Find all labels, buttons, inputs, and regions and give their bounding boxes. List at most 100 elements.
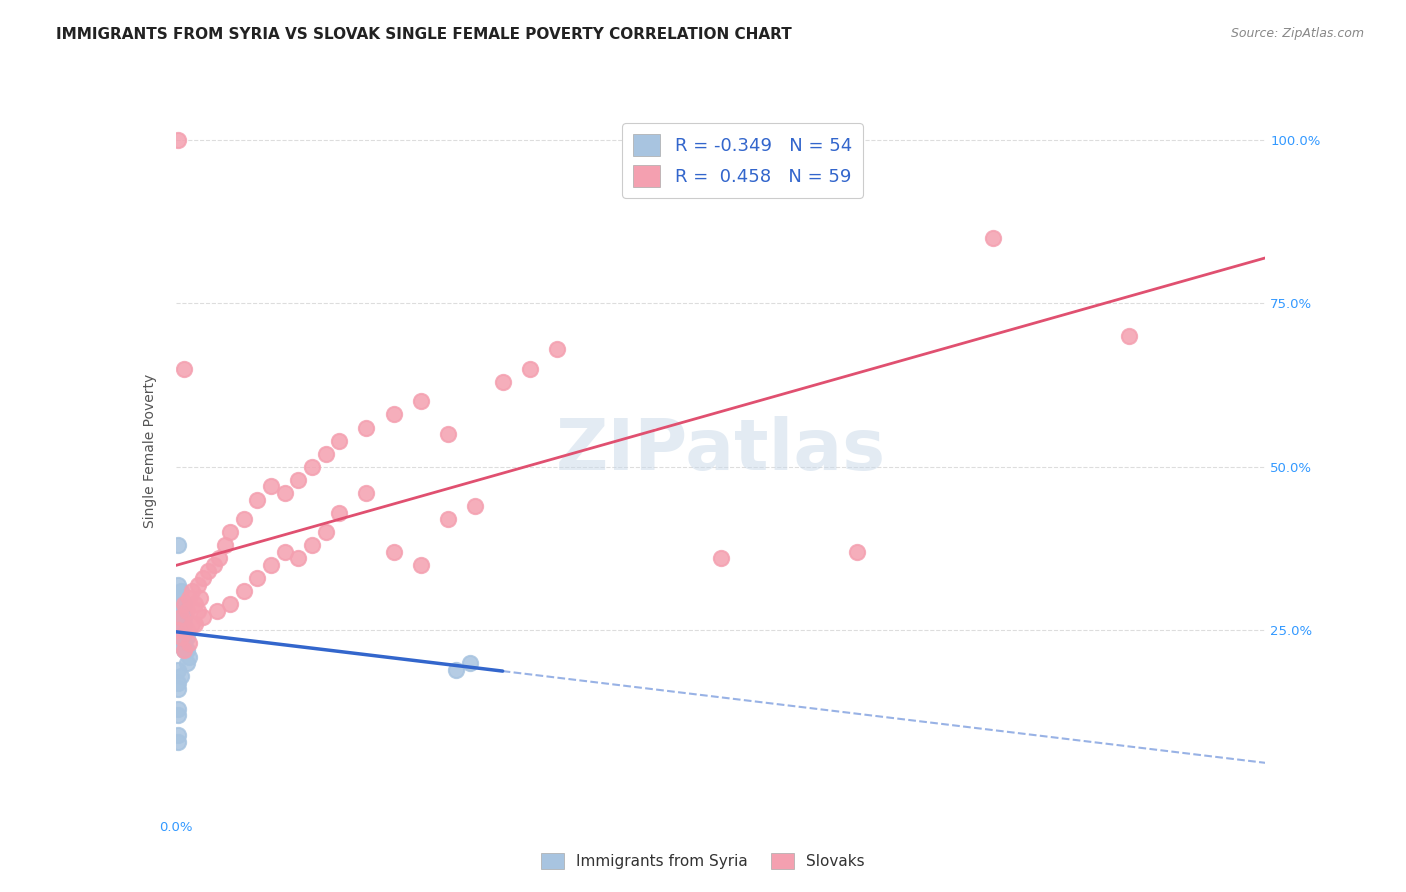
Point [167,624,190,638]
Point [170,604,193,618]
Point [246,571,269,585]
Point [409,558,432,572]
Point [274,545,297,559]
Point [167,675,190,690]
Point [202,558,225,572]
Point [179,649,201,664]
Point [232,584,254,599]
Point [173,616,195,631]
Point [181,584,204,599]
Point [170,591,193,605]
Point [179,591,201,605]
Point [301,459,323,474]
Point [205,604,228,618]
Point [167,624,190,638]
Point [170,630,193,644]
Point [170,630,193,644]
Point [287,551,309,566]
Point [437,512,460,526]
Point [173,643,195,657]
Point [167,591,190,605]
Point [167,604,190,618]
Point [186,577,209,591]
Point [173,361,195,376]
Point [382,408,405,422]
Point [167,630,190,644]
Point [1118,329,1140,343]
Point [710,551,733,566]
Point [170,630,193,644]
Point [173,636,195,650]
Point [167,682,190,697]
Point [246,492,269,507]
Point [167,538,190,552]
Point [170,591,193,605]
Point [167,604,190,618]
Point [260,479,283,493]
Point [458,656,481,670]
Point [437,427,460,442]
Text: 0.0%: 0.0% [159,822,193,834]
Point [170,610,193,624]
Legend: Immigrants from Syria, Slovaks: Immigrants from Syria, Slovaks [536,847,870,875]
Point [167,577,190,591]
Point [176,643,198,657]
Point [260,558,283,572]
Point [170,597,193,611]
Point [519,361,541,376]
Point [167,133,190,147]
Text: Source: ZipAtlas.com: Source: ZipAtlas.com [1230,27,1364,40]
Point [173,636,195,650]
Point [173,610,195,624]
Point [167,663,190,677]
Point [173,643,195,657]
Point [167,624,190,638]
Point [167,616,190,631]
Point [981,231,1004,245]
Point [184,616,207,631]
Point [170,616,193,631]
Point [179,636,201,650]
Point [214,538,236,552]
Y-axis label: Single Female Poverty: Single Female Poverty [143,374,157,527]
Point [328,506,350,520]
Point [167,604,190,618]
Point [232,512,254,526]
Point [167,624,190,638]
Legend: R = -0.349   N = 54, R =  0.458   N = 59: R = -0.349 N = 54, R = 0.458 N = 59 [621,123,863,198]
Point [176,604,198,618]
Point [184,597,207,611]
Text: IMMIGRANTS FROM SYRIA VS SLOVAK SINGLE FEMALE POVERTY CORRELATION CHART: IMMIGRANTS FROM SYRIA VS SLOVAK SINGLE F… [56,27,792,42]
Point [845,545,868,559]
Point [464,499,486,513]
Point [167,728,190,742]
Point [176,630,198,644]
Point [170,636,193,650]
Point [167,702,190,716]
Point [176,624,198,638]
Point [167,734,190,748]
Point [197,565,219,579]
Point [382,545,405,559]
Point [546,342,568,356]
Point [356,486,378,500]
Point [173,597,195,611]
Point [167,591,190,605]
Point [208,551,231,566]
Text: ZIPatlas: ZIPatlas [555,416,886,485]
Point [274,486,297,500]
Point [446,663,468,677]
Point [170,584,193,599]
Point [328,434,350,448]
Point [167,597,190,611]
Point [219,525,242,540]
Point [356,420,378,434]
Point [167,610,190,624]
Point [170,624,193,638]
Point [167,597,190,611]
Point [301,538,323,552]
Point [167,708,190,723]
Point [167,616,190,631]
Point [287,473,309,487]
Point [167,610,190,624]
